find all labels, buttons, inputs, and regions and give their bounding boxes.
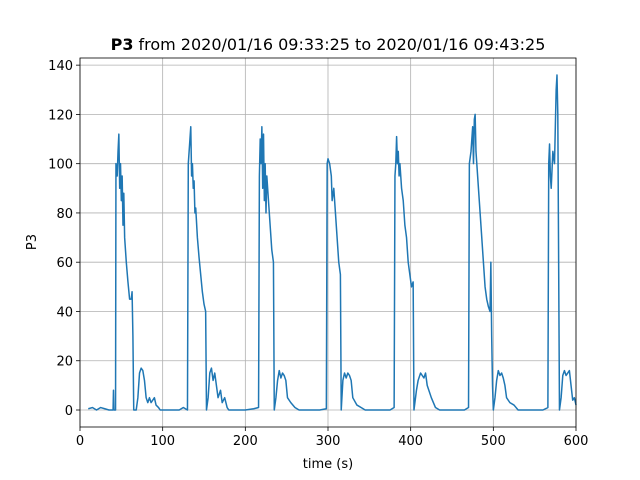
plot-frame <box>79 57 577 428</box>
x-tick-label: 100 <box>150 434 175 449</box>
x-axis-label: time (s) <box>303 457 353 472</box>
y-tick-label: 100 <box>48 158 73 173</box>
y-tick-label: 60 <box>56 256 73 271</box>
data-line <box>88 74 577 411</box>
y-tick-label: 0 <box>65 404 73 419</box>
y-tick-label: 140 <box>48 59 73 74</box>
x-tick-label: 400 <box>398 434 423 449</box>
x-tick-label: 200 <box>233 434 258 449</box>
y-tick-label: 120 <box>48 108 73 123</box>
x-tick-label: 500 <box>481 434 506 449</box>
x-tick-label: 300 <box>316 434 341 449</box>
x-tick-label: 600 <box>564 434 589 449</box>
y-tick-label: 40 <box>56 305 73 320</box>
y-tick-label: 80 <box>56 207 73 222</box>
title-bold: P3 <box>111 35 134 54</box>
chart-title: P3 from 2020/01/16 09:33:25 to 2020/01/16… <box>111 35 546 54</box>
title-rest: from 2020/01/16 09:33:25 to 2020/01/16 0… <box>138 35 545 54</box>
x-tick-label: 0 <box>76 434 84 449</box>
y-axis-label: P3 <box>25 234 40 250</box>
y-tick-label: 20 <box>56 355 73 370</box>
